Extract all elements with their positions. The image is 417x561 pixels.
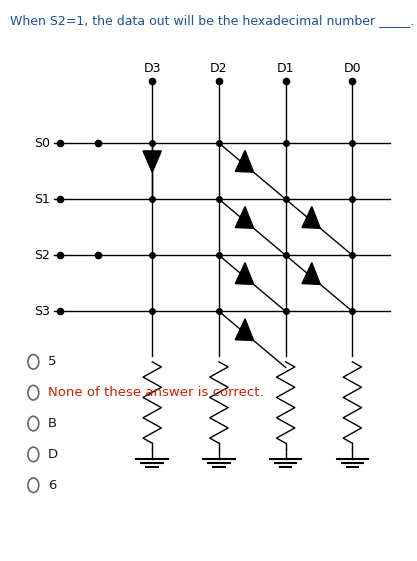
Polygon shape bbox=[235, 150, 254, 172]
Text: D2: D2 bbox=[210, 62, 228, 75]
Polygon shape bbox=[235, 319, 254, 341]
Text: S1: S1 bbox=[34, 192, 50, 206]
Polygon shape bbox=[235, 263, 254, 284]
Text: 5: 5 bbox=[48, 355, 56, 369]
Polygon shape bbox=[235, 206, 254, 228]
Text: S2: S2 bbox=[34, 249, 50, 262]
Text: B: B bbox=[48, 417, 57, 430]
Polygon shape bbox=[302, 263, 320, 284]
Text: When S2=1, the data out will be the hexadecimal number _____.: When S2=1, the data out will be the hexa… bbox=[10, 14, 415, 27]
Text: D3: D3 bbox=[143, 62, 161, 75]
Text: D0: D0 bbox=[344, 62, 361, 75]
Polygon shape bbox=[143, 151, 161, 172]
Text: None of these answer is correct.: None of these answer is correct. bbox=[48, 386, 264, 399]
Polygon shape bbox=[302, 206, 320, 228]
Text: D: D bbox=[48, 448, 58, 461]
Text: S3: S3 bbox=[34, 305, 50, 318]
Text: 6: 6 bbox=[48, 479, 56, 492]
Text: S0: S0 bbox=[34, 136, 50, 150]
Text: D1: D1 bbox=[277, 62, 294, 75]
